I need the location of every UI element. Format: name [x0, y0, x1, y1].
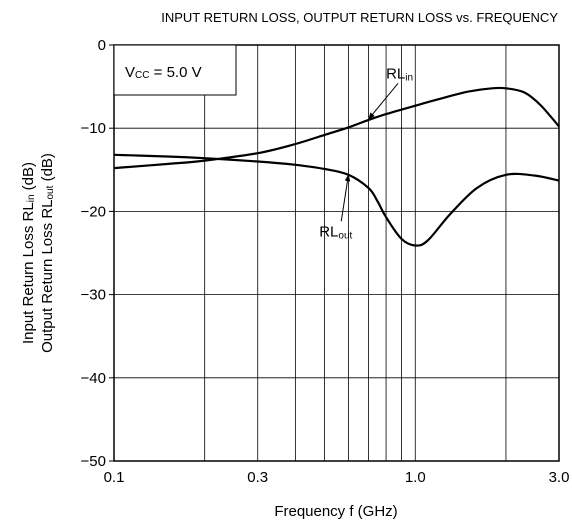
y-axis-label-line2: Output Return Loss RLout (dB) — [39, 153, 56, 353]
grid — [114, 45, 559, 461]
series-layer — [113, 86, 560, 247]
y-axis-label-line1: Input Return Loss RLin (dB) — [20, 162, 37, 344]
y-tick-label: −10 — [81, 120, 106, 137]
series-line-out — [113, 153, 560, 247]
x-tick-label: 0.3 — [247, 469, 268, 486]
x-tick-label: 1.0 — [405, 469, 426, 486]
y-tick-label: −20 — [81, 203, 106, 220]
y-ticks: 0 −10 −20 −30 −40 −50 — [81, 37, 114, 470]
series-arrow-in — [368, 82, 399, 120]
annotations: RLin RLout — [319, 65, 413, 241]
series-label-out: RLout — [319, 223, 352, 241]
series-line-in — [113, 86, 560, 170]
condition-label: VCC = 5.0 V — [125, 64, 202, 81]
chart-title: INPUT RETURN LOSS, OUTPUT RETURN LOSS vs… — [161, 10, 558, 25]
condition-box: VCC = 5.0 V — [113, 44, 237, 96]
condition-box-frame — [113, 44, 237, 96]
series-arrow-out — [340, 174, 351, 222]
y-tick-label: −50 — [81, 453, 106, 470]
x-tick-label: 0.1 — [104, 469, 125, 486]
series-label-in: RLin — [386, 65, 413, 83]
y-tick-label: −30 — [81, 287, 106, 304]
plot-frame — [113, 44, 560, 462]
y-tick-label: 0 — [98, 37, 106, 54]
x-tick-label: 3.0 — [549, 469, 570, 486]
x-ticks: 0.1 0.3 1.0 3.0 — [104, 469, 570, 486]
y-tick-label: −40 — [81, 370, 106, 387]
x-axis-label: Frequency f (GHz) — [274, 503, 397, 520]
